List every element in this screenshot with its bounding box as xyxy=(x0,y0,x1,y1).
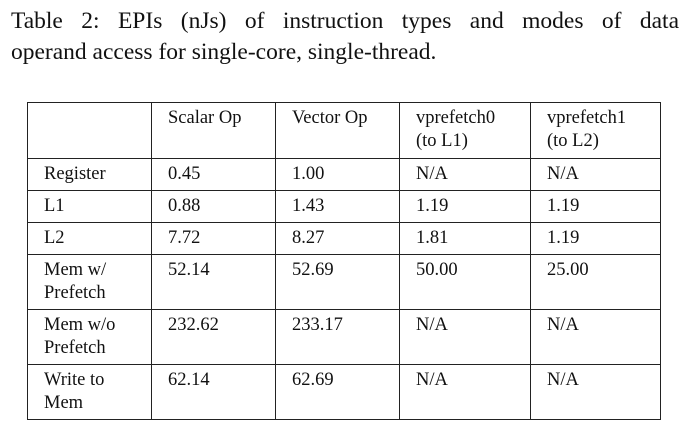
cell-vprefetch0: N/A xyxy=(399,364,531,420)
epi-table: Scalar Op Vector Op vprefetch0 (to L1) v… xyxy=(27,102,661,420)
cell-vector-op: 1.00 xyxy=(275,158,400,191)
row-label: Register xyxy=(27,158,152,191)
header-cell-scalar-op: Scalar Op xyxy=(151,102,276,159)
header-vprefetch0-line-2: (to L1) xyxy=(416,131,468,151)
cell-scalar-op: 0.45 xyxy=(151,158,276,191)
table-row: Register 0.45 1.00 N/A N/A xyxy=(27,158,661,191)
cell-vector-op: 52.69 xyxy=(275,254,400,310)
cell-vprefetch1: 1.19 xyxy=(530,222,661,255)
header-cell-empty xyxy=(27,102,152,159)
table-row: Mem w/o Prefetch 232.62 233.17 N/A N/A xyxy=(27,309,661,365)
header-vprefetch0-line-1: vprefetch0 xyxy=(416,108,496,128)
cell-vector-op: 233.17 xyxy=(275,309,400,365)
header-cell-vprefetch0: vprefetch0 (to L1) xyxy=(399,102,531,159)
cell-vprefetch1: 1.19 xyxy=(530,190,661,223)
cell-scalar-op: 232.62 xyxy=(151,309,276,365)
table-row: Mem w/ Prefetch 52.14 52.69 50.00 25.00 xyxy=(27,254,661,310)
cell-vprefetch1: N/A xyxy=(530,364,661,420)
caption-line-1: Table 2: EPIs (nJs) of instruction types… xyxy=(11,8,679,34)
header-vprefetch1-line-1: vprefetch1 xyxy=(547,108,627,128)
cell-vprefetch0: 1.81 xyxy=(399,222,531,255)
row-label-line-2: Prefetch xyxy=(44,283,106,303)
header-vprefetch1-line-2: (to L2) xyxy=(547,131,599,151)
table-row: L1 0.88 1.43 1.19 1.19 xyxy=(27,190,661,223)
cell-scalar-op: 52.14 xyxy=(151,254,276,310)
row-label-line-2: Mem xyxy=(44,393,84,413)
table-header-row: Scalar Op Vector Op vprefetch0 (to L1) v… xyxy=(27,102,661,159)
cell-vprefetch1: N/A xyxy=(530,158,661,191)
row-label: L2 xyxy=(27,222,152,255)
cell-scalar-op: 0.88 xyxy=(151,190,276,223)
row-label: L1 xyxy=(27,190,152,223)
row-label: Write to Mem xyxy=(27,364,152,420)
header-cell-vector-op: Vector Op xyxy=(275,102,400,159)
cell-vprefetch0: N/A xyxy=(399,158,531,191)
cell-vprefetch1: 25.00 xyxy=(530,254,661,310)
row-label-line-1: Write to xyxy=(44,370,105,390)
cell-vector-op: 1.43 xyxy=(275,190,400,223)
cell-vector-op: 62.69 xyxy=(275,364,400,420)
cell-vector-op: 8.27 xyxy=(275,222,400,255)
cell-vprefetch0: 50.00 xyxy=(399,254,531,310)
table-caption: Table 2: EPIs (nJs) of instruction types… xyxy=(11,6,679,68)
row-label-line-1: Mem w/ xyxy=(44,260,107,280)
cell-scalar-op: 7.72 xyxy=(151,222,276,255)
table-row: Write to Mem 62.14 62.69 N/A N/A xyxy=(27,364,661,420)
cell-vprefetch1: N/A xyxy=(530,309,661,365)
row-label: Mem w/o Prefetch xyxy=(27,309,152,365)
row-label: Mem w/ Prefetch xyxy=(27,254,152,310)
caption-line-2: operand access for single-core, single-t… xyxy=(11,39,437,65)
table-row: L2 7.72 8.27 1.81 1.19 xyxy=(27,222,661,255)
cell-vprefetch0: 1.19 xyxy=(399,190,531,223)
cell-vprefetch0: N/A xyxy=(399,309,531,365)
row-label-line-1: Mem w/o xyxy=(44,315,116,335)
header-cell-vprefetch1: vprefetch1 (to L2) xyxy=(530,102,661,159)
cell-scalar-op: 62.14 xyxy=(151,364,276,420)
row-label-line-2: Prefetch xyxy=(44,338,106,358)
